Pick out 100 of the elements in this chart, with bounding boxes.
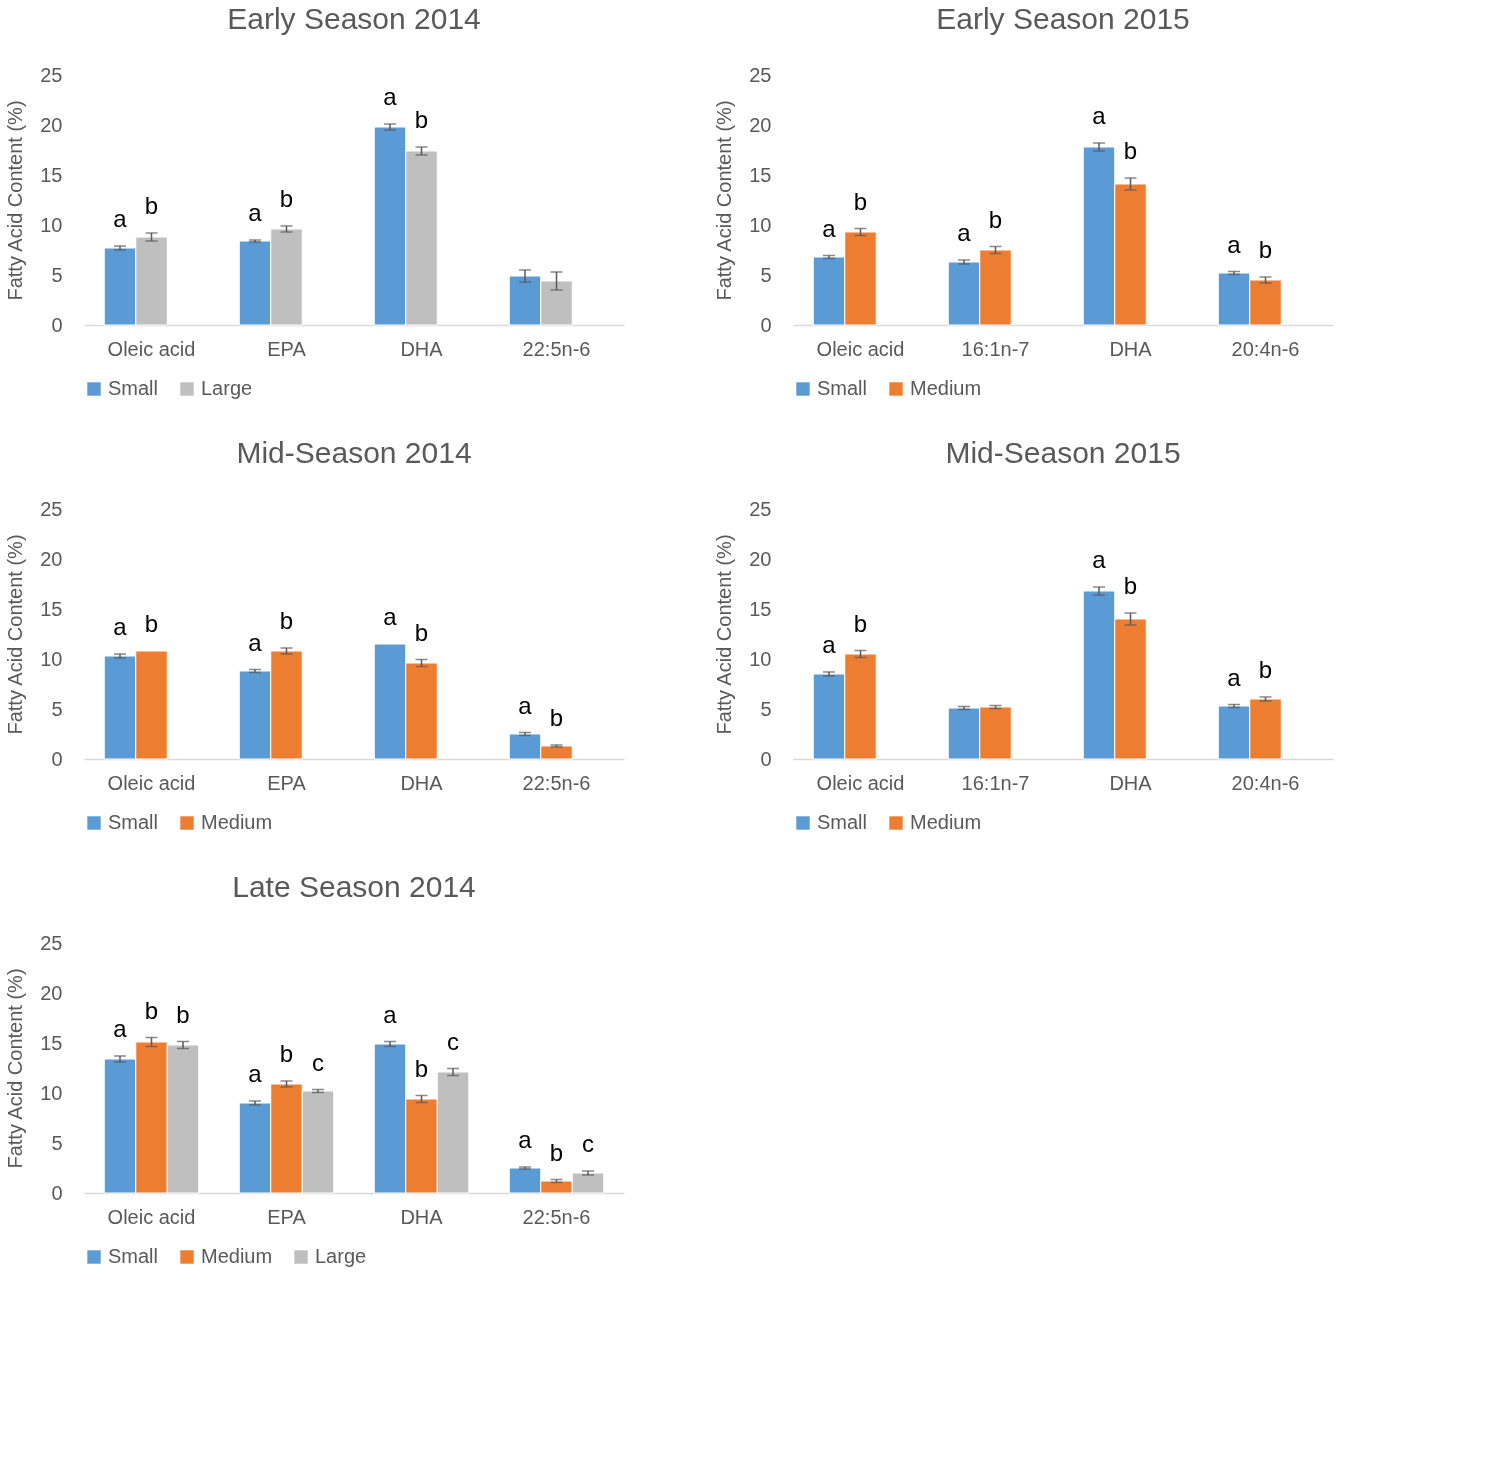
y-tick-label: 20 <box>40 981 63 1004</box>
x-tick-label: DHA <box>400 1205 444 1228</box>
data-label: a <box>383 1000 398 1028</box>
legend-label: Large <box>201 377 253 399</box>
legend-label: Large <box>315 1245 367 1267</box>
y-tick-label: 0 <box>51 313 63 336</box>
x-tick-label: Oleic acid <box>107 337 196 360</box>
y-tick-label: 15 <box>749 597 772 620</box>
data-label: b <box>1258 236 1273 263</box>
legend-label: Small <box>108 1245 159 1267</box>
y-tick-label: 0 <box>51 1181 63 1204</box>
x-tick-label: Oleic acid <box>816 337 905 360</box>
data-label: a <box>113 1015 128 1042</box>
y-axis-title: Fatty Acid Content (%) <box>4 100 27 301</box>
data-label: b <box>279 185 294 212</box>
y-tick-label: 10 <box>40 1081 63 1104</box>
data-label: a <box>248 1060 263 1087</box>
chart-title: Early Season 2015 <box>936 2 1190 35</box>
legend-label: Medium <box>201 811 273 833</box>
data-label: b <box>853 187 868 215</box>
y-tick-label: 25 <box>40 63 63 86</box>
data-label: a <box>957 219 972 246</box>
data-label: b <box>144 610 159 637</box>
data-label: a <box>383 603 398 630</box>
data-label: b <box>176 1000 190 1028</box>
x-tick-label: DHA <box>1109 771 1153 794</box>
data-label: b <box>414 1054 429 1082</box>
y-tick-label: 15 <box>40 163 63 186</box>
y-axis-title: Fatty Acid Content (%) <box>4 968 27 1169</box>
data-label: a <box>113 205 128 232</box>
legend-label: Medium <box>910 377 982 399</box>
x-tick-label: 20:4n-6 <box>1231 337 1300 360</box>
legend-label: Small <box>817 811 868 833</box>
data-label: b <box>1123 137 1138 164</box>
y-tick-label: 20 <box>40 113 63 136</box>
y-tick-label: 20 <box>749 113 772 136</box>
y-tick-label: 5 <box>760 263 772 286</box>
data-label: a <box>518 691 533 719</box>
data-label: a <box>113 613 128 640</box>
chart-title: Late Season 2014 <box>232 870 476 903</box>
x-tick-label: 16:1n-7 <box>961 771 1030 794</box>
legend-label: Medium <box>910 811 982 833</box>
data-label: c <box>582 1130 594 1157</box>
legend-label: Medium <box>201 1245 273 1267</box>
data-label: b <box>279 1040 294 1067</box>
data-label: a <box>1227 230 1242 258</box>
y-tick-label: 25 <box>749 497 772 520</box>
data-label: b <box>1123 572 1138 599</box>
y-axis-title: Fatty Acid Content (%) <box>713 534 736 735</box>
data-label: b <box>1258 656 1273 683</box>
data-label: b <box>549 1138 564 1166</box>
data-label: c <box>447 1027 459 1055</box>
x-tick-label: Oleic acid <box>107 1205 196 1228</box>
y-tick-label: 15 <box>749 163 772 186</box>
chart-title: Mid-Season 2014 <box>236 436 472 469</box>
data-label: b <box>988 205 1003 233</box>
x-tick-label: DHA <box>400 337 444 360</box>
data-label: b <box>414 106 429 133</box>
y-tick-label: 25 <box>40 497 63 520</box>
y-tick-label: 0 <box>760 747 772 770</box>
x-tick-label: EPA <box>267 771 307 794</box>
data-label: c <box>312 1048 324 1076</box>
y-tick-label: 15 <box>40 597 63 620</box>
x-tick-label: Oleic acid <box>107 771 196 794</box>
x-tick-label: EPA <box>267 337 307 360</box>
data-label: a <box>1227 663 1242 691</box>
x-tick-label: 16:1n-7 <box>961 337 1030 360</box>
data-label: a <box>248 199 263 226</box>
data-label: a <box>1092 546 1107 573</box>
x-tick-label: 22:5n-6 <box>522 1205 591 1228</box>
data-label: b <box>853 609 868 637</box>
x-tick-label: 20:4n-6 <box>1231 771 1300 794</box>
data-label: b <box>144 996 159 1024</box>
data-label: a <box>248 628 263 656</box>
y-tick-label: 20 <box>40 547 63 570</box>
x-tick-label: 22:5n-6 <box>522 771 591 794</box>
legend-label: Small <box>817 377 868 399</box>
y-tick-label: 10 <box>749 647 772 670</box>
data-label: a <box>822 631 837 658</box>
legend-label: Small <box>108 811 159 833</box>
y-axis-title: Fatty Acid Content (%) <box>4 534 27 735</box>
x-tick-label: DHA <box>400 771 444 794</box>
data-label: b <box>414 618 429 646</box>
x-tick-label: 22:5n-6 <box>522 337 591 360</box>
x-tick-label: Oleic acid <box>816 771 905 794</box>
y-tick-label: 20 <box>749 547 772 570</box>
data-label: b <box>279 607 294 634</box>
data-label: b <box>549 704 564 731</box>
y-tick-label: 5 <box>51 697 63 720</box>
y-tick-label: 25 <box>40 931 63 954</box>
data-label: a <box>1092 102 1107 129</box>
y-tick-label: 25 <box>749 63 772 86</box>
data-label: a <box>383 83 398 110</box>
y-tick-label: 10 <box>40 647 63 670</box>
data-label: b <box>144 192 159 219</box>
x-tick-label: EPA <box>267 1205 307 1228</box>
y-tick-label: 10 <box>749 213 772 236</box>
data-label: a <box>518 1126 533 1153</box>
y-axis-title: Fatty Acid Content (%) <box>713 100 736 301</box>
legend-label: Small <box>108 377 159 399</box>
